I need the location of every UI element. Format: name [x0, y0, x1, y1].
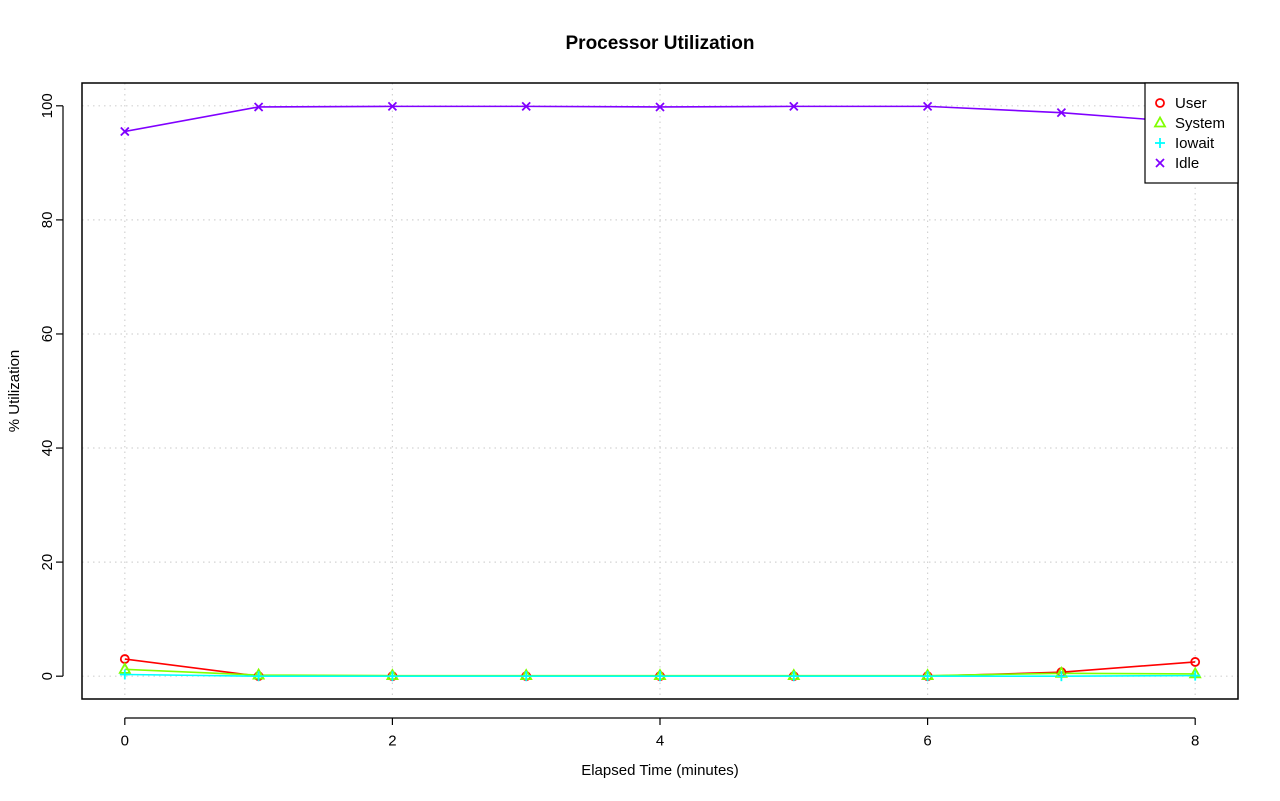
legend-label-user: User	[1175, 95, 1207, 112]
legend-marker-user	[1155, 98, 1165, 108]
x-axis-label: Elapsed Time (minutes)	[581, 762, 739, 779]
data-point-iowait-1	[253, 671, 264, 682]
chart-title: Processor Utilization	[566, 33, 755, 54]
series-markers	[118, 101, 1202, 682]
data-point-iowait-3	[521, 671, 532, 682]
legend-label-system: System	[1175, 115, 1225, 132]
data-point-idle-2	[387, 101, 398, 112]
y-tick-label-1: 20	[39, 554, 56, 571]
legend-marker-idle	[1155, 158, 1165, 168]
plot-box	[81, 82, 1239, 700]
data-point-iowait-6	[922, 671, 933, 682]
y-axis: 0 20 40 60 80 100	[39, 93, 64, 680]
y-tick-label-5: 100	[39, 93, 56, 118]
data-point-idle-5	[789, 101, 799, 112]
data-point-iowait-4	[655, 671, 665, 682]
x-tick-label-3: 6	[923, 732, 931, 749]
data-point-iowait-2	[387, 671, 398, 682]
x-tick-label-0: 0	[121, 732, 129, 749]
x-axis: 0 2 4 6 8	[121, 717, 1199, 749]
data-point-iowait-7	[1056, 671, 1067, 682]
x-tick-label-1: 2	[388, 732, 396, 749]
y-tick-label-4: 80	[39, 212, 56, 229]
data-point-idle-3	[521, 101, 531, 112]
data-point-idle-0	[120, 126, 130, 137]
legend-marker-system	[1153, 115, 1167, 128]
y-tick-label-0: 0	[39, 672, 56, 680]
x-tick-label-2: 4	[656, 732, 664, 749]
legend: User System Iowait Idle	[1144, 82, 1239, 184]
legend-label-idle: Idle	[1175, 155, 1199, 172]
data-point-idle-1	[253, 102, 264, 112]
data-point-user-8	[1190, 657, 1201, 667]
legend-label-iowait: Iowait	[1175, 135, 1215, 152]
data-point-idle-4	[655, 102, 665, 112]
data-point-iowait-8	[1190, 670, 1201, 681]
data-point-iowait-5	[788, 671, 799, 682]
y-tick-label-3: 60	[39, 326, 56, 343]
x-tick-label-4: 8	[1191, 732, 1199, 749]
data-point-iowait-0	[119, 669, 130, 680]
y-tick-label-2: 40	[39, 440, 56, 457]
y-axis-label: % Utilization	[6, 350, 23, 433]
legend-marker-iowait	[1155, 138, 1165, 148]
data-point-idle-7	[1056, 108, 1067, 118]
data-point-idle-6	[922, 101, 933, 112]
grid-lines	[82, 83, 1238, 699]
